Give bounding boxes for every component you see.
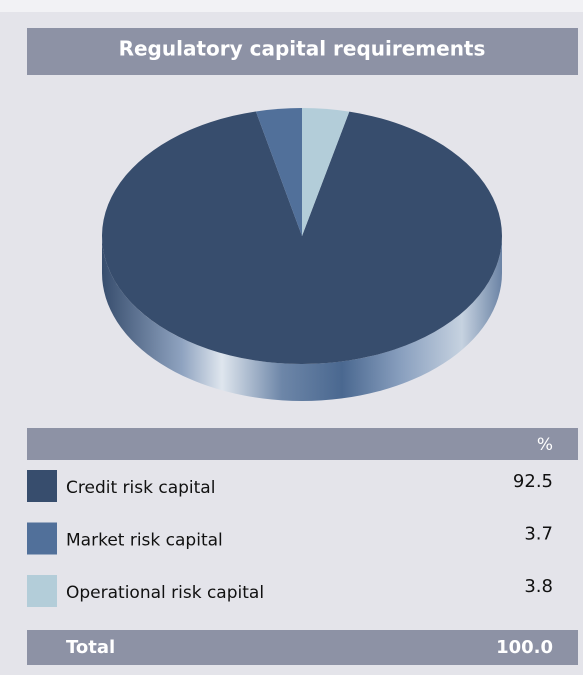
legend-label: Credit risk capital [66, 478, 215, 498]
pie [101, 108, 502, 364]
value-header: % [537, 435, 553, 455]
table-header [27, 428, 578, 460]
value-label: 92.5 [513, 471, 553, 492]
chart-title: Regulatory capital requirements [119, 37, 486, 61]
pie-slice [101, 111, 502, 364]
top-strip [0, 0, 583, 12]
total-value: 100.0 [496, 637, 553, 658]
value-label: 3.8 [524, 576, 553, 597]
total-label: Total [66, 637, 115, 658]
value-label: 3.7 [524, 524, 553, 545]
total-bar [27, 630, 578, 665]
legend-label: Operational risk capital [66, 583, 264, 603]
legend-label: Market risk capital [66, 531, 223, 551]
pie-slice [302, 108, 350, 236]
title-bar [27, 28, 578, 75]
legend-table: Credit risk capital 92.5 Market risk capit… [27, 470, 553, 607]
legend-swatch [27, 470, 57, 502]
pie-slice [255, 108, 302, 236]
legend-swatch [27, 522, 57, 555]
legend-swatch [27, 575, 57, 607]
pie-side [102, 236, 502, 401]
